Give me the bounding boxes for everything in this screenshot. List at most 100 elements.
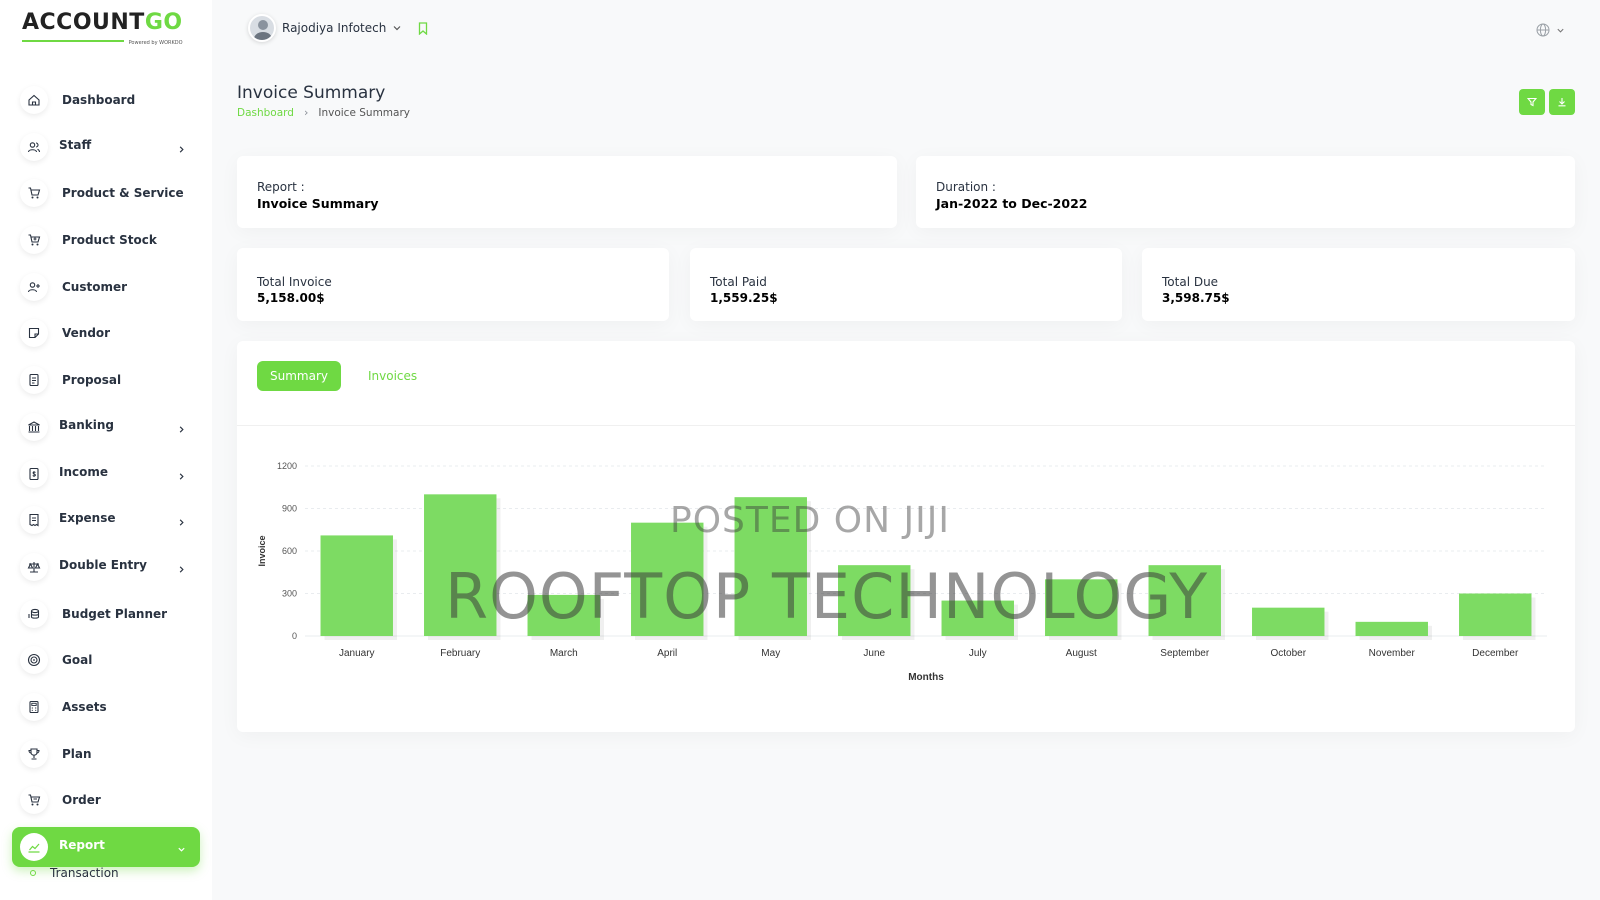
x-tick-label: August <box>1066 648 1097 659</box>
x-tick-label: December <box>1472 648 1519 659</box>
chevron-right-icon <box>177 423 186 437</box>
bar <box>1252 607 1325 636</box>
sidebar-item-dashboard[interactable]: Dashboard <box>12 80 200 120</box>
y-axis-title: Invoice <box>257 535 267 566</box>
chevron-right-icon: › <box>303 106 309 119</box>
chevron-right-icon <box>177 563 186 577</box>
sidebar-item-label: Plan <box>62 746 92 761</box>
bank-icon <box>20 412 48 441</box>
sidebar-item-label: Budget Planner <box>62 606 168 621</box>
filter-icon <box>1527 97 1537 107</box>
report-name: Invoice Summary <box>257 196 379 211</box>
bar <box>320 535 393 636</box>
bar <box>527 594 600 636</box>
sidebar-item-double-entry[interactable]: Double Entry <box>12 547 200 587</box>
sidebar-item-label: Expense <box>59 511 116 526</box>
sidebar-item-report[interactable]: Report <box>12 827 200 867</box>
sidebar-item-plan[interactable]: Plan <box>12 734 200 774</box>
bar <box>631 522 704 636</box>
tab-summary[interactable]: Summary <box>257 361 341 391</box>
sidebar-item-label: Goal <box>62 653 93 668</box>
sidebar-item-vendor[interactable]: Vendor <box>12 313 200 353</box>
sidebar-item-budget-planner[interactable]: Budget Planner <box>12 594 200 634</box>
download-button[interactable] <box>1549 89 1575 115</box>
sidebar-item-order[interactable]: Order <box>12 780 200 820</box>
x-tick-label: March <box>550 648 578 659</box>
y-tick-label: 300 <box>282 589 297 599</box>
breadcrumb-home[interactable]: Dashboard <box>237 106 294 119</box>
sidebar-item-label: Order <box>62 793 101 808</box>
note-icon <box>20 319 48 348</box>
watermark-line-1: POSTED ON JIJI <box>670 500 950 541</box>
bar <box>1148 565 1221 636</box>
duration-card: Duration : Jan-2022 to Dec-2022 <box>916 156 1575 228</box>
sidebar-item-staff[interactable]: Staff <box>12 127 200 167</box>
x-tick-label: February <box>440 648 480 659</box>
duration-value: Jan-2022 to Dec-2022 <box>936 196 1088 211</box>
home-icon <box>20 86 48 114</box>
breadcrumb: Dashboard › Invoice Summary <box>237 106 410 119</box>
x-tick-label: October <box>1270 648 1306 659</box>
bookmark-icon[interactable] <box>418 22 428 35</box>
user-menu[interactable]: Rajodiya Infotech <box>248 14 402 42</box>
bar <box>838 565 911 636</box>
breadcrumb-current: Invoice Summary <box>318 106 410 119</box>
download-icon <box>1558 98 1566 107</box>
calculator-icon <box>20 692 48 721</box>
sidebar-item-product-stock[interactable]: Product Stock <box>12 220 200 260</box>
total-invoice-card: Total Invoice 5,158.00$ <box>237 248 669 321</box>
x-tick-label: November <box>1369 648 1416 659</box>
sidebar-item-product-service[interactable]: Product & Service <box>12 173 200 213</box>
users-icon <box>20 132 48 161</box>
sidebar-subitem-transaction[interactable]: Transaction <box>30 866 119 880</box>
x-tick-label: September <box>1160 648 1210 659</box>
brand-logo[interactable]: ACCOUNTGO Powered by WORKDO <box>22 10 183 46</box>
tab-invoices[interactable]: Invoices <box>368 369 418 383</box>
chart-card: Summary Invoices 0 300 600 900 1200 January Fe… <box>237 341 1575 732</box>
sidebar-item-label: Vendor <box>62 326 111 341</box>
filter-button[interactable] <box>1519 89 1545 115</box>
y-tick-label: 0 <box>292 631 297 641</box>
x-tick-label: June <box>863 648 885 659</box>
x-tick-label: July <box>969 648 987 659</box>
total-invoice-value: 5,158.00$ <box>257 291 325 305</box>
sidebar-item-income[interactable]: Income <box>12 454 200 494</box>
sidebar-item-label: Report <box>59 838 105 852</box>
tab-bar: Summary Invoices <box>257 361 430 391</box>
file-text-icon <box>20 366 48 395</box>
sidebar-item-banking[interactable]: Banking <box>12 407 200 447</box>
cart-plus-icon <box>20 226 48 255</box>
chevron-right-icon <box>177 516 186 530</box>
user-name: Rajodiya Infotech <box>282 21 387 35</box>
sidebar-item-goal[interactable]: Goal <box>12 640 200 680</box>
sidebar-item-label: Double Entry <box>59 557 147 572</box>
sidebar-item-expense[interactable]: Expense <box>12 500 200 540</box>
bar <box>941 600 1014 636</box>
language-selector[interactable] <box>1528 16 1572 44</box>
trophy-icon <box>20 739 48 768</box>
bar <box>424 494 497 636</box>
bar <box>1045 579 1118 636</box>
chevron-right-icon <box>177 470 186 484</box>
file-dollar-icon <box>20 459 48 488</box>
invoice-bar-chart: 0 300 600 900 1200 January February March April M… <box>257 461 1547 683</box>
sidebar-item-proposal[interactable]: Proposal <box>12 360 200 400</box>
chevron-down-icon <box>393 26 401 31</box>
cart-icon <box>20 179 48 208</box>
sidebar-item-assets[interactable]: Assets <box>12 687 200 727</box>
chart-line-icon <box>20 833 48 861</box>
sidebar-item-customer[interactable]: Customer <box>12 267 200 307</box>
scale-icon <box>20 552 48 581</box>
receipt-icon <box>20 506 48 535</box>
report-card: Report : Invoice Summary <box>237 156 897 228</box>
total-paid-value: 1,559.25$ <box>710 291 778 305</box>
y-tick-label: 1200 <box>277 461 297 471</box>
x-tick-label: May <box>761 648 780 659</box>
user-plus-icon <box>20 272 48 301</box>
chevron-down-icon <box>177 843 186 857</box>
cart-order-icon <box>20 786 48 815</box>
chevron-right-icon <box>177 143 186 157</box>
sidebar: ACCOUNTGO Powered by WORKDO Dashboard Sta… <box>0 0 212 900</box>
watermark-line-2: ROOFTOP TECHNOLOGY <box>445 560 1209 633</box>
sidebar-item-label: Customer <box>62 279 128 294</box>
